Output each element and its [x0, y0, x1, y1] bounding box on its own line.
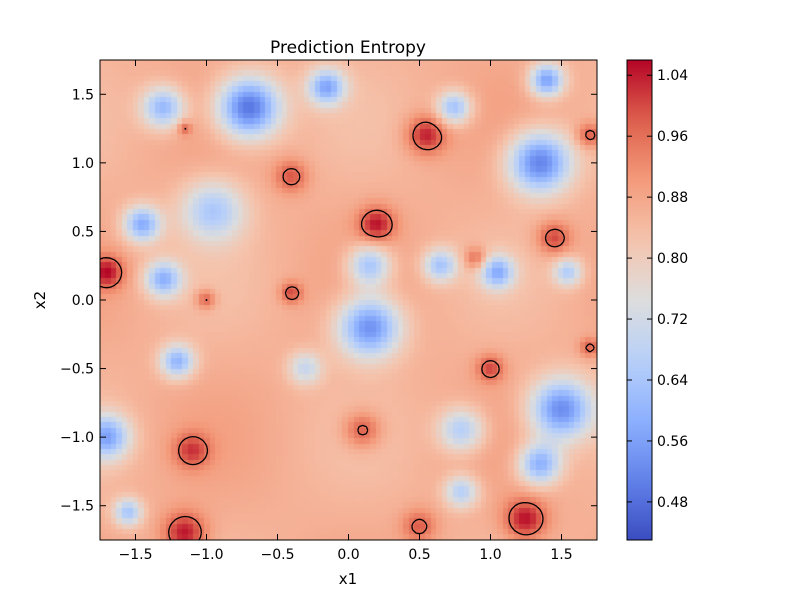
colorbar-tick-label: 0.96 — [657, 129, 688, 145]
y-tick-label: 1.5 — [72, 87, 94, 103]
y-tick-label: 1.0 — [72, 156, 94, 172]
contour-path — [99, 121, 596, 541]
x-tick-label: −0.5 — [261, 547, 295, 563]
x-axis-ticks: −1.5 −1.0 −0.5 0.0 0.5 1.0 1.5 — [119, 60, 573, 563]
colorbar-tick-label: 0.56 — [657, 434, 688, 450]
x-tick-label: −1.0 — [190, 547, 224, 563]
colorbar-tick-label: 0.48 — [657, 495, 688, 511]
heatmap-canvas — [100, 60, 597, 540]
heatmap-plot-area — [99, 59, 598, 541]
colorbar-tick-label: 0.80 — [657, 251, 688, 267]
colorbar-tick-label: 0.88 — [657, 190, 688, 206]
colorbar-tick-label: 0.72 — [657, 312, 688, 328]
colorbar-tick-label: 0.64 — [657, 373, 688, 389]
colorbar-tick-label: 1.04 — [657, 68, 688, 84]
x-axis-label: x1 — [339, 570, 357, 588]
y-tick-label: −0.5 — [60, 362, 94, 378]
colorbar-ticks: 1.04 0.96 0.88 0.80 0.72 0.64 0.56 0.48 — [627, 68, 688, 511]
y-tick-label: 0.5 — [72, 224, 94, 240]
colorbar: 1.04 0.96 0.88 0.80 0.72 0.64 0.56 0.48 — [626, 59, 688, 541]
contour-lines — [99, 121, 596, 541]
x-tick-label: 1.0 — [479, 547, 501, 563]
y-tick-label: 0.0 — [72, 293, 94, 309]
chart-title: Prediction Entropy — [270, 38, 426, 58]
y-tick-label: −1.0 — [60, 430, 94, 446]
y-axis-label: x2 — [31, 291, 49, 309]
y-axis-ticks: 1.5 1.0 0.5 0.0 −0.5 −1.0 −1.5 — [60, 87, 597, 515]
x-tick-label: 0.5 — [408, 547, 430, 563]
y-tick-label: −1.5 — [60, 499, 94, 515]
x-tick-label: −1.5 — [119, 547, 153, 563]
x-tick-label: 1.5 — [550, 547, 572, 563]
x-tick-label: 0.0 — [337, 547, 359, 563]
colorbar-gradient — [626, 59, 653, 541]
